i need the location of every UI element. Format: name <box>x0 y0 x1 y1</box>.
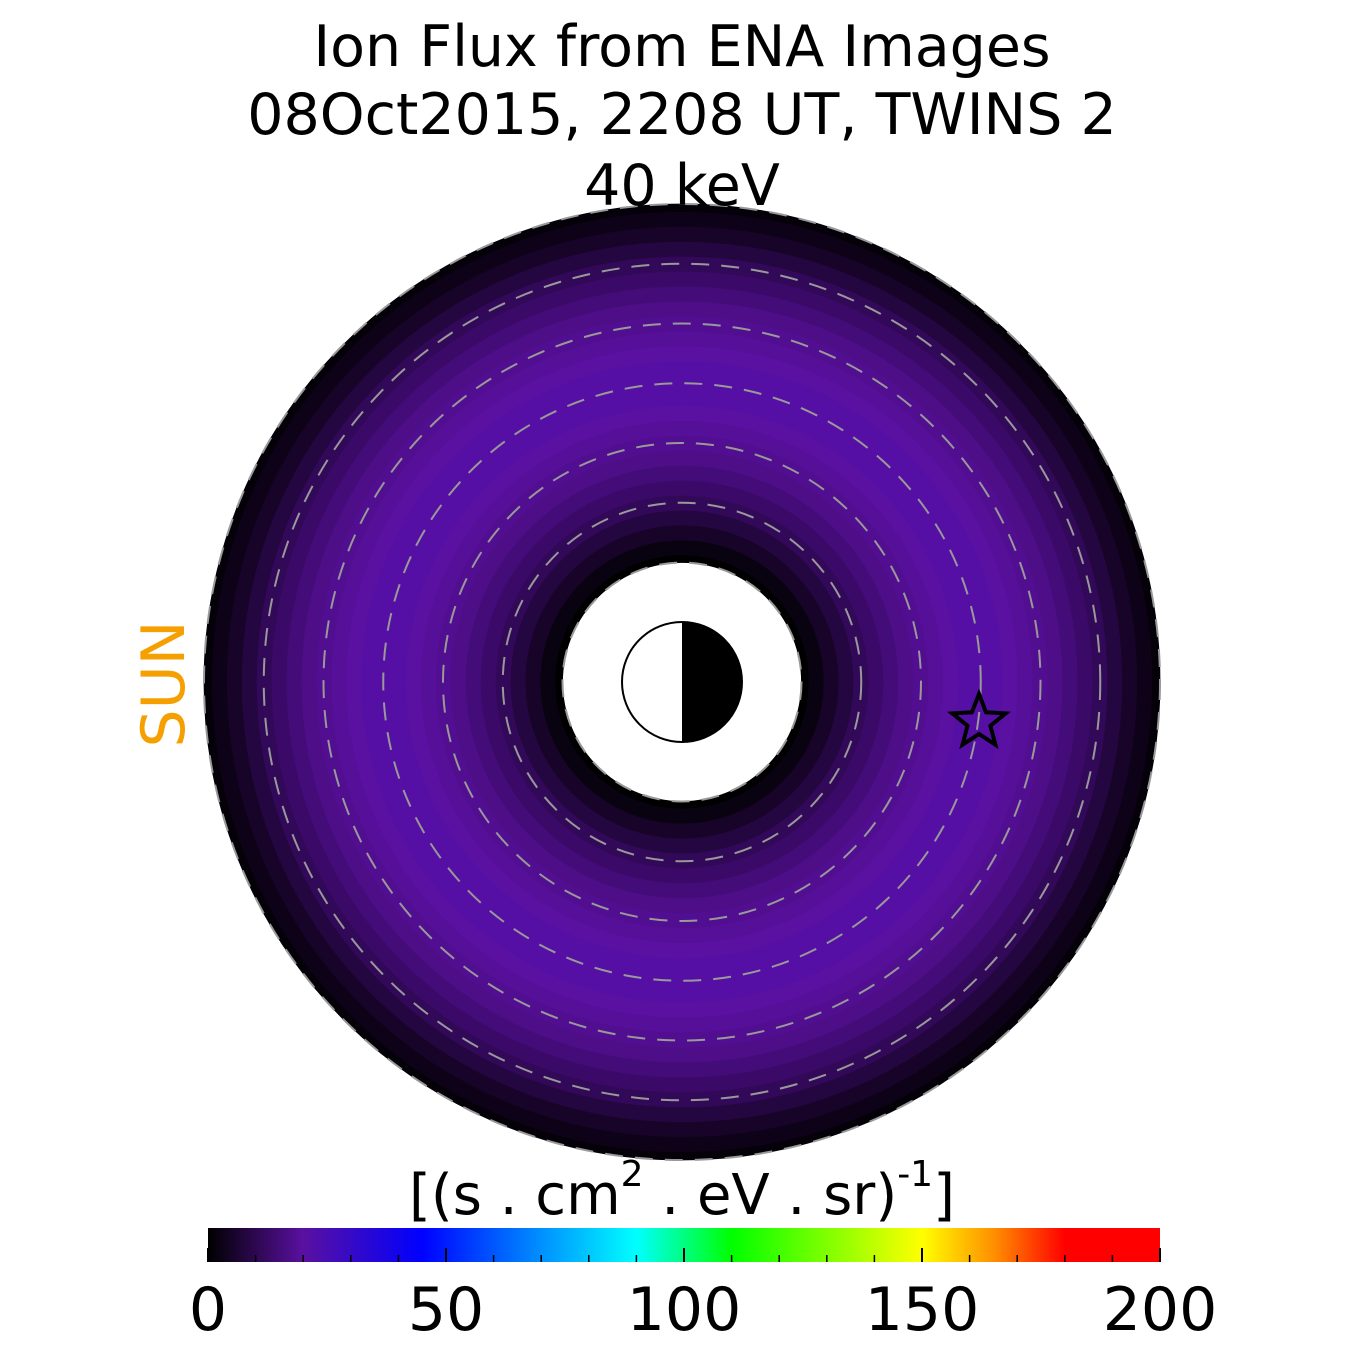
grid <box>203 203 1161 1161</box>
flux-ring <box>554 554 810 810</box>
colorbar-ticks: 0 50 100 150 200 <box>189 1248 1217 1345</box>
title-line: 40 keV <box>584 153 780 219</box>
flux-ring <box>270 270 1094 1094</box>
tick-label: 200 <box>1103 1275 1218 1345</box>
flux-ring <box>360 360 1004 1004</box>
grid-ring <box>442 442 922 922</box>
flux-ring <box>226 226 1138 1138</box>
grid-ring <box>382 382 982 982</box>
flux-ring <box>539 539 825 825</box>
label-part: ] <box>933 1163 955 1228</box>
label-part: . eV . sr) <box>644 1163 898 1228</box>
grid-ring <box>561 561 803 803</box>
flux-ring <box>405 405 959 959</box>
label-part: [(s . cm <box>409 1163 621 1228</box>
flux-ring <box>450 450 914 914</box>
colorbar-label: [(s . cm2 . eV . sr)-1] <box>409 1154 955 1228</box>
title-line: Ion Flux from ENA Images <box>313 14 1050 80</box>
flux-ring <box>345 345 1019 1019</box>
spacecraft-marker <box>947 688 1011 750</box>
flux-ring <box>330 330 1034 1034</box>
grid-ring <box>262 262 1102 1102</box>
earth <box>621 621 743 743</box>
flux-ring <box>390 390 974 974</box>
flux-ring <box>203 203 1161 1161</box>
grid-ring <box>501 501 863 863</box>
tick-label: 100 <box>627 1275 742 1345</box>
grid-ring <box>322 322 1042 1042</box>
flux-ring <box>211 211 1153 1153</box>
flux-ring <box>240 240 1124 1124</box>
earth-night <box>682 622 742 742</box>
label-sup: -1 <box>897 1154 933 1195</box>
tick-label: 50 <box>408 1275 484 1345</box>
tick-label: 150 <box>865 1275 980 1345</box>
flux-ring <box>300 300 1064 1064</box>
flux-ring <box>509 509 855 855</box>
flux-ring <box>420 420 944 944</box>
flux-ring <box>465 465 899 899</box>
grid-ring <box>203 203 1161 1161</box>
tick-label: 0 <box>189 1275 227 1345</box>
flux-ring <box>285 285 1079 1079</box>
flux-ring <box>479 479 885 885</box>
flux-ring <box>524 524 840 840</box>
label-sup: 2 <box>621 1154 644 1195</box>
sun-label: SUN <box>129 621 199 748</box>
title-line: 08Oct2015, 2208 UT, TWINS 2 <box>247 82 1117 148</box>
